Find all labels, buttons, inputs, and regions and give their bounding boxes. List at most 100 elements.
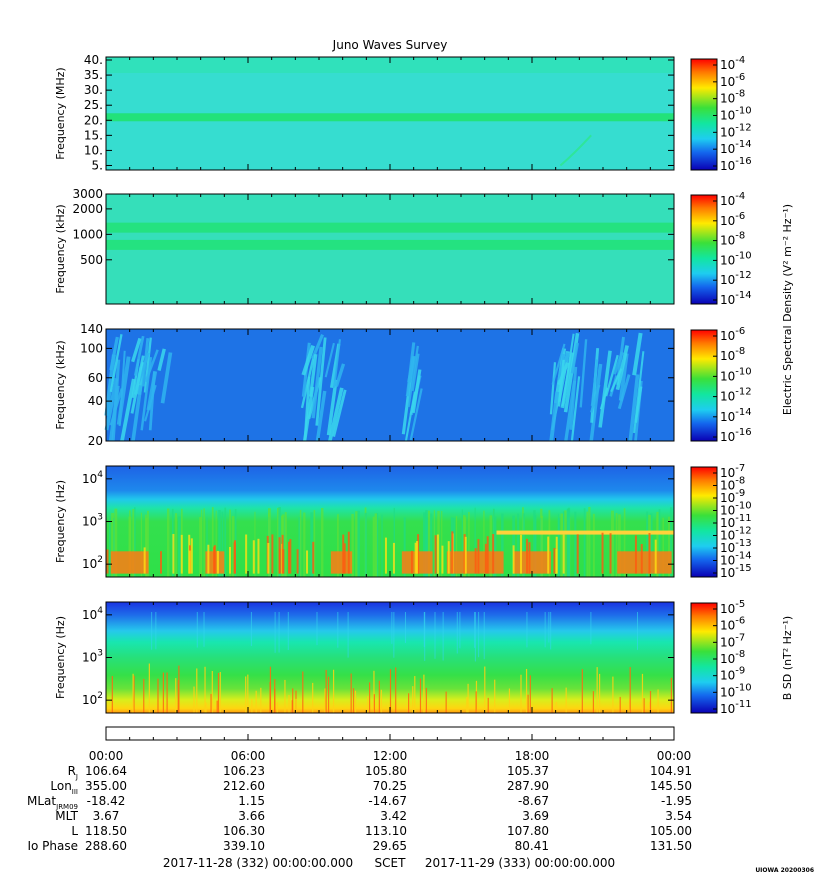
figure-title: Juno Waves Survey xyxy=(332,38,448,52)
ephemeris-value: 355.00 xyxy=(85,779,127,793)
intense-patch xyxy=(110,551,149,574)
ephemeris-row: RJ 106.64 106.23 105.80 105.37 104.91 xyxy=(68,764,692,781)
emission-streak xyxy=(617,374,631,410)
y-tick-label: 5. xyxy=(92,158,103,172)
y-axis-label: Frequency (kHz) xyxy=(54,340,67,429)
emission-streak xyxy=(615,345,629,391)
ephemeris-value: 288.60 xyxy=(85,839,127,853)
ephemeris-value: 113.10 xyxy=(365,824,407,838)
emission-streak xyxy=(405,342,416,397)
y-tick-label: 104 xyxy=(82,470,103,486)
colorbar-tick-label: 10-16 xyxy=(720,427,752,444)
y-tick-label: 10. xyxy=(84,143,103,157)
ephemeris-value: 131.50 xyxy=(650,839,692,853)
emission-streak xyxy=(315,337,327,426)
emission-streak xyxy=(557,353,566,381)
intense-patch xyxy=(513,551,551,574)
emission-streak xyxy=(590,384,601,413)
emission-streak xyxy=(130,355,145,414)
y-tick-label: 102 xyxy=(82,555,103,571)
ephemeris-value: 3.67 xyxy=(93,809,120,823)
y-tick-label: 102 xyxy=(82,691,103,707)
ephemeris-row: MLT 3.67 3.66 3.42 3.69 3.54 xyxy=(55,809,692,823)
panel-lfr-low: 102 103 104 Frequency (Hz) xyxy=(54,465,675,578)
ephemeris-row: LonIII 355.00 212.60 70.25 287.90 145.50 xyxy=(50,779,692,796)
emission-streak xyxy=(315,390,327,442)
ephemeris-value: 3.54 xyxy=(665,809,692,823)
ephemeris-value: -14.67 xyxy=(368,794,407,808)
ephemeris-row: L 118.50 106.30 113.10 107.80 105.00 xyxy=(71,824,692,838)
time-tick-label: 12:00 xyxy=(373,749,408,763)
colorbar-tick-label: 10-8 xyxy=(720,231,745,248)
colorbar-gradient xyxy=(690,466,718,578)
footer-end-time: 2017-11-29 (333) 00:00:00.000 xyxy=(425,856,615,870)
emission-streak xyxy=(109,388,123,426)
emission-streak xyxy=(605,354,619,397)
colorbar-tick-label: 10-8 xyxy=(720,649,745,666)
emission-streak xyxy=(409,388,423,441)
y-tick-label: 40 xyxy=(88,394,103,408)
emission-streak xyxy=(140,356,153,431)
colorbar-tick-label: 10-8 xyxy=(720,89,745,106)
emission-streak xyxy=(308,353,318,397)
emission-streak xyxy=(612,351,624,375)
ephemeris-row: Io Phase 288.60 339.10 29.65 80.41 131.50 xyxy=(27,839,692,853)
emission-streak xyxy=(324,342,335,378)
ephemeris-value: 107.80 xyxy=(507,824,549,838)
ephemeris-value: 105.00 xyxy=(650,824,692,838)
footer-scet-label: SCET xyxy=(375,856,407,870)
emission-streak xyxy=(120,378,136,442)
colorbar-tick-label: 10-16 xyxy=(720,156,752,173)
ephemeris-row: MLatJRM09 -18.42 1.15 -14.67 -8.67 -1.95 xyxy=(27,794,692,811)
emission-streak xyxy=(632,332,643,376)
ephemeris-value: 3.69 xyxy=(522,809,549,823)
panel-lfr-high: 20 40 60 100 140 Frequency (kHz) xyxy=(54,322,675,448)
colorbar-gradient xyxy=(690,329,718,442)
colorbar-tick-label: 10-6 xyxy=(720,616,745,633)
colorbar-tick-label: 10-4 xyxy=(720,191,745,208)
footer-start-time: 2017-11-28 (332) 00:00:00.000 xyxy=(163,856,353,870)
emission-streak xyxy=(618,353,629,401)
ephemeris-value: 145.50 xyxy=(650,779,692,793)
emission-streak xyxy=(570,342,579,374)
time-tick-label: 00:00 xyxy=(89,749,124,763)
emission-streak xyxy=(118,350,126,427)
emission-streak xyxy=(404,391,416,442)
ephemeris-value: -1.95 xyxy=(661,794,692,808)
colorbar-tick-label: 10-15 xyxy=(720,563,752,580)
drifting-emission xyxy=(559,134,592,167)
ephemeris-value: 106.23 xyxy=(223,764,265,778)
emission-streak xyxy=(589,363,603,442)
footer-stamp: UIOWA 20200306 xyxy=(755,867,814,874)
emission-streak xyxy=(411,353,420,392)
ephemeris-value: 1.15 xyxy=(238,794,265,808)
colorbar-tick-label: 10-6 xyxy=(720,211,745,228)
emission-streak xyxy=(111,359,121,442)
emission-streak xyxy=(610,368,623,393)
ephemeris-value: 3.66 xyxy=(238,809,265,823)
ephemeris-label: MLT xyxy=(55,809,78,823)
emission-streak xyxy=(326,379,338,436)
ephemeris-value: -8.67 xyxy=(518,794,549,808)
colorbar-2: 10-4 10-6 10-8 10-10 10-12 10-14 Electric Spec… xyxy=(690,191,794,415)
colorbar-tick-label: 10-11 xyxy=(720,699,752,716)
emission-streak xyxy=(333,339,341,388)
time-tick-label: 00:00 xyxy=(657,749,692,763)
y-tick-label: 100 xyxy=(80,341,103,355)
emission-streak xyxy=(146,371,158,411)
emission-streak xyxy=(301,345,315,376)
y-tick-label: 35. xyxy=(84,68,103,82)
y-tick-label: 103 xyxy=(82,649,103,665)
colorbar-gradient xyxy=(690,602,718,714)
panel-hfr-high: 5.10.15.20.25.30.35.40. Frequency (MHz) xyxy=(54,53,675,172)
intense-patch xyxy=(617,551,672,574)
y-tick-label: 3000 xyxy=(72,187,103,201)
ephemeris-value: 104.91 xyxy=(650,764,692,778)
colorbar-tick-label: 10-14 xyxy=(720,290,752,307)
emission-streak xyxy=(328,387,344,442)
intense-patch xyxy=(330,551,353,574)
emission-streak xyxy=(311,346,323,419)
emission-streak xyxy=(579,339,588,408)
emission-streak xyxy=(334,363,346,387)
